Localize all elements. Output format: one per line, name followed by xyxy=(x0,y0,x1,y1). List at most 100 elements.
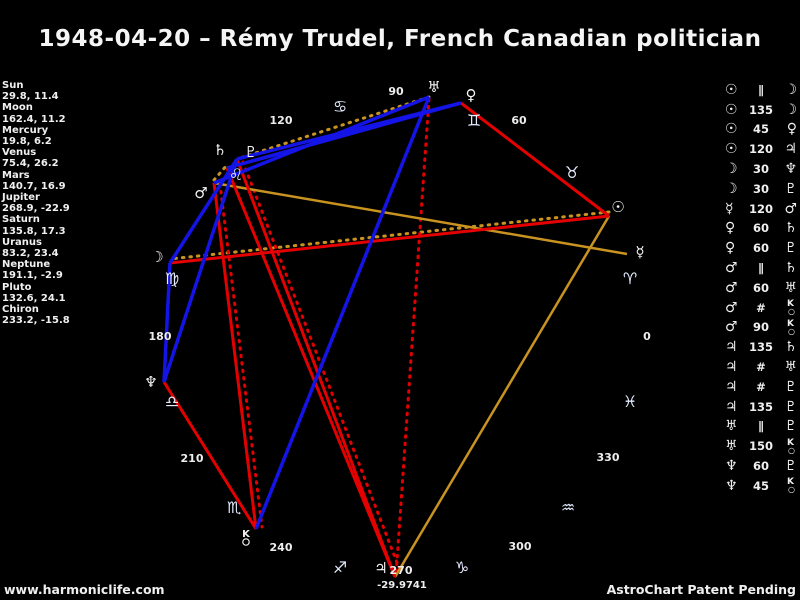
mars-icon: ♂ xyxy=(725,319,738,336)
planet-coords: 75.4, 26.2 xyxy=(2,158,59,170)
aspect-row: ♂ 60 ♅ xyxy=(725,278,797,298)
planet-list-panel: Sun 29.8, 11.4 Moon 162.4, 11.2 Mercury 19.… xyxy=(2,80,122,326)
aspect-jupiter-contraparallel-uranus xyxy=(394,97,431,577)
aspect-row: ♆ 45 K ○ xyxy=(725,476,797,496)
aquarius-sign-icon: ♒ xyxy=(561,498,575,517)
mars-icon: ♂ xyxy=(784,200,797,217)
aspect-row: ♅ ∥ ♇ xyxy=(725,417,797,437)
leo-sign-icon: ♌ xyxy=(229,165,243,184)
planet-coords: 162.4, 11.2 xyxy=(2,113,66,125)
aspect-row: ☉ 45 ♀ xyxy=(725,120,797,140)
moon-icon: ☽ xyxy=(784,101,797,118)
aspect-list-panel: ☉ ∥ ☽ ☉ 135 ☽ ☉ 45 ♀ ☉ 120 ♃ ☽ 30 ♆ ☽ 30 ♇ ☿ 120 ♂ ♀ 60… xyxy=(725,80,797,496)
ring-label-120: 120 xyxy=(270,114,293,127)
jupiter-planet-icon: ♃ xyxy=(374,559,387,577)
chiron-icon: K ○ xyxy=(787,318,795,336)
jupiter-icon: ♃ xyxy=(784,141,797,158)
planet-coords: 19.8, 6.2 xyxy=(2,136,52,148)
aspect-row: ☉ ∥ ☽ xyxy=(725,80,797,100)
jupiter-icon: ♃ xyxy=(725,378,738,395)
planet-name: Uranus xyxy=(2,236,42,248)
saturn-icon: ♄ xyxy=(784,220,797,237)
planet-entry: Chiron 233.2, -15.8 xyxy=(2,304,122,326)
uranus-icon: ♅ xyxy=(725,438,738,455)
planet-coords: 29.8, 11.4 xyxy=(2,91,59,103)
aspect-value: # xyxy=(756,379,766,394)
aspect-row: ♅ 150 K ○ xyxy=(725,436,797,456)
aspect-value: ∥ xyxy=(758,261,764,276)
aspect-row: ♂ ∥ ♄ xyxy=(725,258,797,278)
page-title: 1948-04-20 – Rémy Trudel, French Canadia… xyxy=(38,26,762,52)
uranus-icon: ♅ xyxy=(725,418,738,435)
aspect-value: 30 xyxy=(752,162,769,177)
planet-name: Pluto xyxy=(2,281,32,293)
chiron-icon: K ○ xyxy=(787,437,795,455)
planet-name: Jupiter xyxy=(2,192,40,204)
moon-icon: ☽ xyxy=(725,161,738,178)
aspect-value: ∥ xyxy=(758,82,764,97)
planet-entry: Saturn 135.8, 17.3 xyxy=(2,214,122,236)
planet-coords: 140.7, 16.9 xyxy=(2,180,66,192)
venus-icon: ♀ xyxy=(786,121,797,138)
soft-aspect-lines xyxy=(162,95,462,530)
aspect-value: # xyxy=(756,360,766,375)
mars-planet-icon: ♂ xyxy=(194,184,207,202)
aspect-moon-30-neptune xyxy=(162,262,172,383)
aspect-value: 135 xyxy=(748,340,773,355)
aspect-row: ♂ 90 K ○ xyxy=(725,318,797,338)
saturn-icon: ♄ xyxy=(784,339,797,356)
aspect-value: 135 xyxy=(748,102,773,117)
aspect-sun-parallel-moon xyxy=(168,210,611,261)
aspect-value: 30 xyxy=(752,181,769,196)
venus-icon: ♀ xyxy=(725,240,736,257)
planet-glyphs: ☉ ☽ ☿ ♀ ♂ ♃ ♄ ♅ ♆ ♇ K xyxy=(144,78,644,577)
mars-icon: ♂ xyxy=(725,260,738,277)
aspect-neptune-45-chiron xyxy=(162,381,258,530)
moon-icon: ☽ xyxy=(784,81,797,98)
pluto-icon: ♇ xyxy=(784,240,797,257)
sun-planet-icon: ☉ xyxy=(611,198,624,216)
mars-icon: ♂ xyxy=(725,299,738,316)
aspect-value: 120 xyxy=(748,201,773,216)
planet-coords: 268.9, -22.9 xyxy=(2,203,70,215)
aspect-row: ♃ 135 ♇ xyxy=(725,397,797,417)
trine-aspect-lines xyxy=(213,181,628,578)
aspect-row: ♀ 60 ♇ xyxy=(725,238,797,258)
website-link[interactable]: www.harmoniclife.com xyxy=(4,582,165,597)
planet-name: Mars xyxy=(2,169,30,181)
ring-label-60: 60 xyxy=(511,114,527,127)
pluto-icon: ♇ xyxy=(784,378,797,395)
planet-entry: Mercury 19.8, 6.2 xyxy=(2,125,122,147)
libra-sign-icon: ♎ xyxy=(165,392,179,411)
zodiac-sign-glyphs: ♈ ♉ ♊ ♋ ♌ ♍ ♎ ♏ ♐ ♑ ♒ ♓ xyxy=(165,97,637,577)
aspect-value: 90 xyxy=(752,320,769,335)
aries-sign-icon: ♈ xyxy=(623,269,637,288)
aspect-neptune-60-pluto xyxy=(162,158,239,383)
aspect-value: # xyxy=(756,300,766,315)
aspect-value: 135 xyxy=(748,399,773,414)
aspect-row: ☉ 120 ♃ xyxy=(725,139,797,159)
planet-entry: Sun 29.8, 11.4 xyxy=(2,80,122,102)
aspect-mars-60-uranus xyxy=(213,95,430,185)
aspect-mercury-120-mars xyxy=(213,181,628,256)
planet-entry: Pluto 132.6, 24.1 xyxy=(2,282,122,304)
jupiter-icon: ♃ xyxy=(725,339,738,356)
virgo-sign-icon: ♍ xyxy=(165,269,179,288)
moon-icon: ☽ xyxy=(725,180,738,197)
aspect-row: ☉ 135 ☽ xyxy=(725,100,797,120)
svg-text:K: K xyxy=(242,529,251,540)
aspect-mars-contraparallel-chiron xyxy=(218,182,264,529)
ring-label-240: 240 xyxy=(270,541,293,554)
planet-coords: 233.2, -15.8 xyxy=(2,315,70,327)
planet-entry: Uranus 83.2, 23.4 xyxy=(2,237,122,259)
uranus-icon: ♅ xyxy=(784,279,797,296)
planet-name: Moon xyxy=(2,102,33,114)
contraparallel-aspect-lines xyxy=(218,97,431,577)
aspect-mars-parallel-saturn xyxy=(212,163,229,182)
sun-icon: ☉ xyxy=(725,81,738,98)
aspect-value: 45 xyxy=(752,122,769,137)
aspect-row: ☽ 30 ♆ xyxy=(725,159,797,179)
planet-entry: Neptune 191.1, -2.9 xyxy=(2,259,122,281)
